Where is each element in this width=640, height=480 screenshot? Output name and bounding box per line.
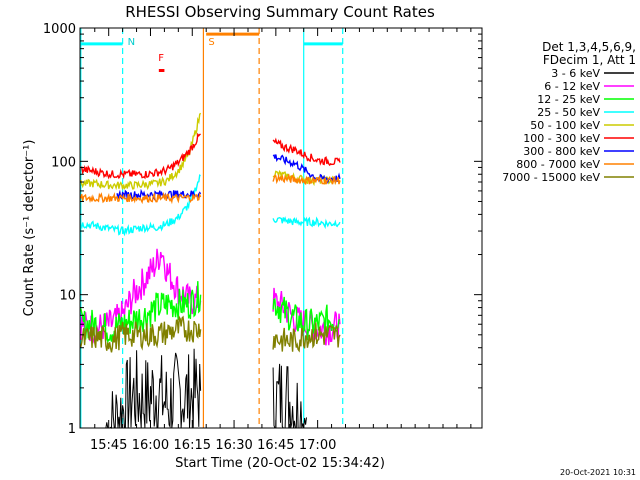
y-tick-label-2: 100 [51,155,76,170]
legend-label-6: 300 - 800 keV [523,145,600,158]
legend-label-0: 3 - 6 keV [551,67,600,80]
series-5-segment-0 [80,132,201,180]
series-0 [105,348,307,429]
annotation-s: S [208,37,214,48]
legend-label-1: 6 - 12 keV [544,80,600,93]
legend-label-8: 7000 - 15000 keV [502,171,600,184]
x-tick-label-3: 16:30 [215,438,252,453]
legend: Det 1,3,4,5,6,9, FDecim 1, Att 1 3 - 6 k… [502,40,636,184]
annotation-f: F [158,53,164,64]
x-axis: 15:45 16:00 16:15 16:30 16:45 17:00 [90,28,472,453]
series-7-segment-1 [272,173,341,186]
plot-marks: N F S [80,28,344,429]
plot-frame [79,27,483,429]
series-4-segment-0 [80,112,202,191]
y-tick-label-0: 1 [68,422,76,437]
x-axis-label: Start Time (20-Oct-02 15:34:42) [175,456,385,471]
series-2-segment-1 [272,296,341,341]
series-7 [80,173,341,205]
x-tick-label-5: 17:00 [299,438,336,453]
series-8 [80,315,341,353]
series-0-segment-0 [105,348,202,429]
series-3 [80,174,341,237]
legend-label-2: 12 - 25 keV [537,93,600,106]
series-7-segment-0 [80,191,202,205]
series-8-segment-1 [272,322,341,353]
series-5-segment-1 [272,137,341,167]
x-tick-label-2: 16:15 [174,438,211,453]
y-axis-label: Count Rate (s⁻¹ detector⁻¹) [22,140,37,317]
y-tick-label-3: 1000 [43,22,76,37]
series-8-segment-0 [80,315,202,353]
legend-label-4: 50 - 100 keV [530,119,600,132]
series-3-segment-1 [272,216,341,230]
legend-label-3: 25 - 50 keV [537,106,600,119]
x-tick-label-1: 16:00 [132,438,169,453]
series-0-segment-1 [272,363,307,429]
legend-header-detectors: Det 1,3,4,5,6,9, [542,40,636,54]
series-5 [80,132,341,180]
legend-header-decimation: FDecim 1, Att 1 [543,53,636,67]
x-tick-label-4: 16:45 [257,438,294,453]
y-tick-label-1: 10 [59,289,76,304]
chart-title: RHESSI Observing Summary Count Rates [125,3,435,21]
series-4-segment-1 [272,169,341,187]
x-tick-label-0: 15:45 [90,438,127,453]
timestamp: 20-Oct-2021 10:31 [560,468,636,477]
legend-label-5: 100 - 300 keV [523,132,600,145]
series-4 [80,112,341,191]
y-axis: 1 10 100 1000 [43,22,482,437]
series-3-segment-0 [80,174,201,237]
annotation-n: N [128,37,135,48]
legend-label-7: 800 - 7000 keV [516,158,600,171]
